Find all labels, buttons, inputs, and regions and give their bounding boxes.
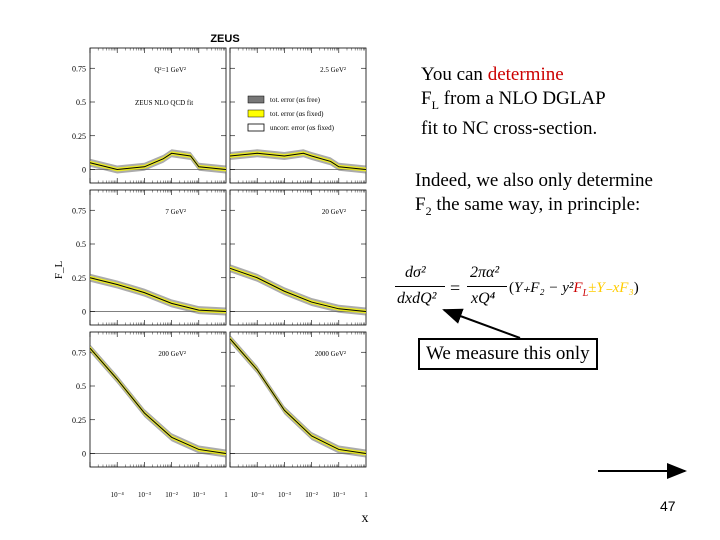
fit-curve xyxy=(229,338,367,454)
y-tick-label: 0.25 xyxy=(72,416,86,425)
y-axis-label: F_L xyxy=(53,261,65,280)
panel-4: 200 GeV² xyxy=(89,331,227,468)
legend-swatch-uncorr xyxy=(247,123,265,132)
legend: ZEUS NLO QCD fit tot. error (αs free) to… xyxy=(135,95,335,132)
y-tick-label: 0.5 xyxy=(76,240,86,249)
fit-curve xyxy=(89,152,227,171)
text-block-f2: Indeed, we also only determine F2 the sa… xyxy=(415,170,653,218)
panel-3: 20 GeV² xyxy=(229,189,367,326)
page-number: 47 xyxy=(660,498,676,514)
text-block-determine: You can determine FL from a NLO DGLAP fi… xyxy=(421,64,606,139)
legend-entry-fixed: tot. error (αs fixed) xyxy=(270,110,324,118)
panel-frame xyxy=(89,189,227,326)
pointer-arrow xyxy=(442,308,521,339)
panel-label: 2.5 GeV² xyxy=(320,66,346,74)
measure-note-box: We measure this only xyxy=(418,338,598,370)
fit-curve xyxy=(89,347,227,454)
x-tick-label: 10⁻² xyxy=(165,491,178,499)
panel-2: 7 GeV² xyxy=(89,189,227,326)
panel-frame xyxy=(229,189,367,326)
error-band-fixed xyxy=(90,275,226,314)
y-tick-label: 0 xyxy=(82,166,86,175)
y-tick-label: 0.25 xyxy=(72,132,86,141)
x-axis-label: x xyxy=(362,511,369,526)
y-tick-label: 0.75 xyxy=(72,348,86,357)
legend-swatch-free xyxy=(247,95,265,104)
legend-entry-uncorr: uncorr. error (αs fixed) xyxy=(270,124,335,132)
panels-layer: Q²=1 GeV² 2.5 GeV² 7 GeV² 20 GeV² 200 GeV² 20… xyxy=(72,47,368,499)
y-tick-label: 0.5 xyxy=(76,98,86,107)
panel-label: 7 GeV² xyxy=(165,208,186,216)
panel-frame xyxy=(89,331,227,468)
x-tick-label: 1 xyxy=(364,491,368,499)
panel-label: 200 GeV² xyxy=(158,350,186,358)
panel-frame xyxy=(89,47,227,184)
y-tick-label: 0.25 xyxy=(72,274,86,283)
panel-frame xyxy=(229,47,367,184)
error-band-fixed xyxy=(230,151,366,172)
chart-title: ZEUS xyxy=(210,33,239,45)
x-tick-label: 1 xyxy=(224,491,228,499)
y-tick-label: 0 xyxy=(82,450,86,459)
panel-label: 2000 GeV² xyxy=(315,350,346,358)
panel-1: 2.5 GeV² xyxy=(229,47,367,184)
highlight-determine: determine xyxy=(487,64,564,85)
fit-curve xyxy=(89,277,227,312)
error-band-fixed xyxy=(230,266,366,314)
legend-title: ZEUS NLO QCD fit xyxy=(135,99,193,107)
fit-curve xyxy=(229,152,367,170)
error-band-free xyxy=(90,273,226,316)
legend-swatch-fixed xyxy=(247,109,265,118)
panel-5: 2000 GeV² xyxy=(229,331,367,468)
y-tick-label: 0.75 xyxy=(72,64,86,73)
fit-curve xyxy=(229,267,367,312)
y-tick-label: 0.75 xyxy=(72,206,86,215)
x-tick-label: 10⁻³ xyxy=(278,491,291,499)
legend-entry-free: tot. error (αs free) xyxy=(270,96,321,104)
cross-section-formula: dσ² dxdQ² = 2πα² xQ⁴ (Y₊F₂ − y²FL±Y₋xF₃) xyxy=(395,264,639,307)
x-tick-label: 10⁻² xyxy=(305,491,318,499)
x-tick-label: 10⁻⁴ xyxy=(251,491,265,499)
panel-0: Q²=1 GeV² xyxy=(89,47,227,184)
x-tick-label: 10⁻¹ xyxy=(332,491,345,499)
x-tick-label: 10⁻³ xyxy=(138,491,151,499)
panel-label: Q²=1 GeV² xyxy=(154,66,186,74)
x-tick-label: 10⁻¹ xyxy=(192,491,205,499)
x-tick-label: 10⁻⁴ xyxy=(111,491,125,499)
panel-frame xyxy=(229,331,367,468)
y-tick-label: 0 xyxy=(82,308,86,317)
y-tick-label: 0.5 xyxy=(76,382,86,391)
panel-label: 20 GeV² xyxy=(322,208,346,216)
